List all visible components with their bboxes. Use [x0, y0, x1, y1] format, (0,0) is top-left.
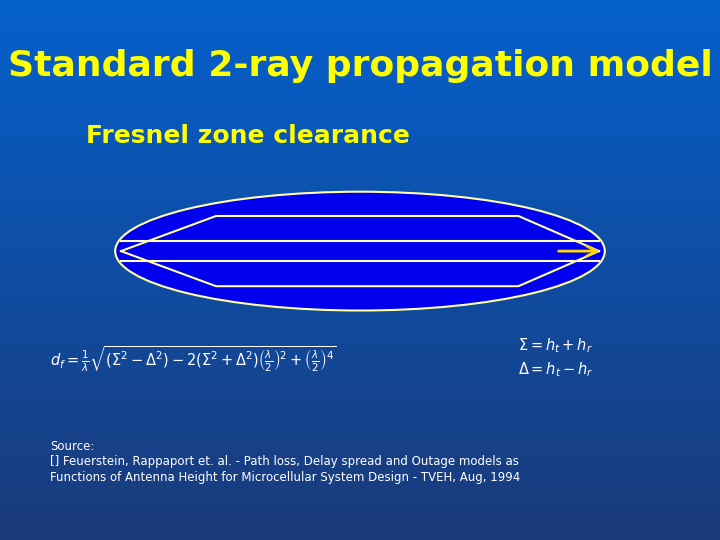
Ellipse shape	[115, 192, 605, 310]
Text: Standard 2-ray propagation model: Standard 2-ray propagation model	[8, 49, 712, 83]
Text: Source:: Source:	[50, 440, 95, 453]
Text: $\Delta = h_t - h_r$: $\Delta = h_t - h_r$	[518, 361, 594, 379]
Text: [] Feuerstein, Rappaport et. al. - Path loss, Delay spread and Outage models as: [] Feuerstein, Rappaport et. al. - Path …	[50, 455, 519, 468]
Text: Fresnel zone clearance: Fresnel zone clearance	[86, 124, 410, 148]
Text: $d_f = \frac{1}{\lambda}\sqrt{\left(\Sigma^2 - \Delta^2\right) - 2\left(\Sigma^2: $d_f = \frac{1}{\lambda}\sqrt{\left(\Sig…	[50, 344, 338, 374]
Text: $\Sigma = h_t + h_r$: $\Sigma = h_t + h_r$	[518, 336, 593, 355]
Text: Functions of Antenna Height for Microcellular System Design - TVEH, Aug, 1994: Functions of Antenna Height for Microcel…	[50, 471, 521, 484]
